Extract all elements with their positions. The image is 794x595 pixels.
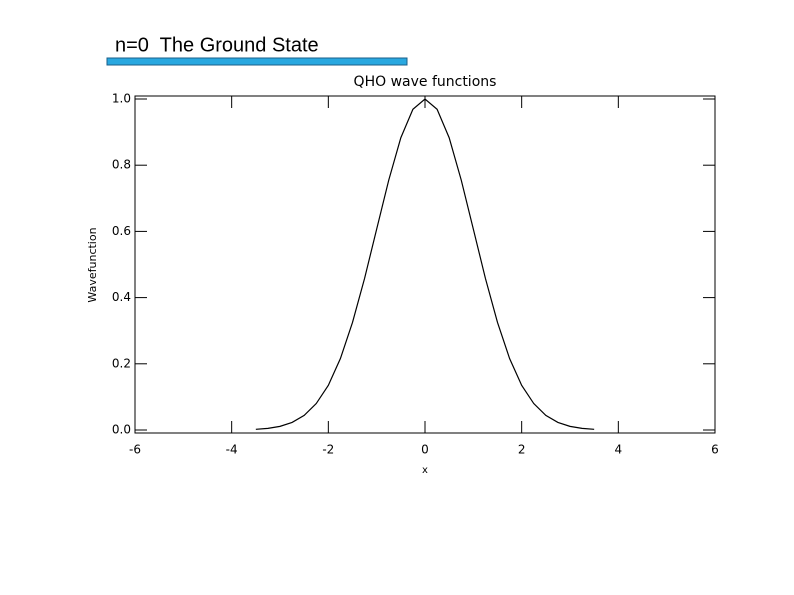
y-axis-label: Wavefunction [86, 227, 99, 302]
chart-title: QHO wave functions [354, 74, 497, 90]
x-tick-label: 0 [421, 443, 429, 457]
x-axis-label: x [422, 465, 428, 476]
curve [255, 98, 595, 430]
x-tick-label: 2 [518, 443, 526, 457]
x-tick-label: 4 [615, 443, 623, 457]
y-tick-label: 0.4 [112, 290, 131, 304]
x-tick-label: -4 [226, 443, 238, 457]
x-tick-label: -6 [129, 443, 141, 457]
x-tick-label: 6 [711, 443, 719, 457]
x-tick-label: -2 [322, 443, 334, 457]
plot-frame [134, 95, 716, 434]
y-tick-label: 1.0 [112, 92, 131, 106]
y-tick-label: 0.6 [112, 224, 131, 238]
y-tick-label: 0.0 [112, 423, 131, 437]
page-title: n=0 The Ground State [115, 34, 319, 56]
y-tick-label: 0.8 [112, 158, 131, 172]
title-bar [106, 57, 408, 66]
y-tick-label: 0.2 [112, 356, 131, 370]
